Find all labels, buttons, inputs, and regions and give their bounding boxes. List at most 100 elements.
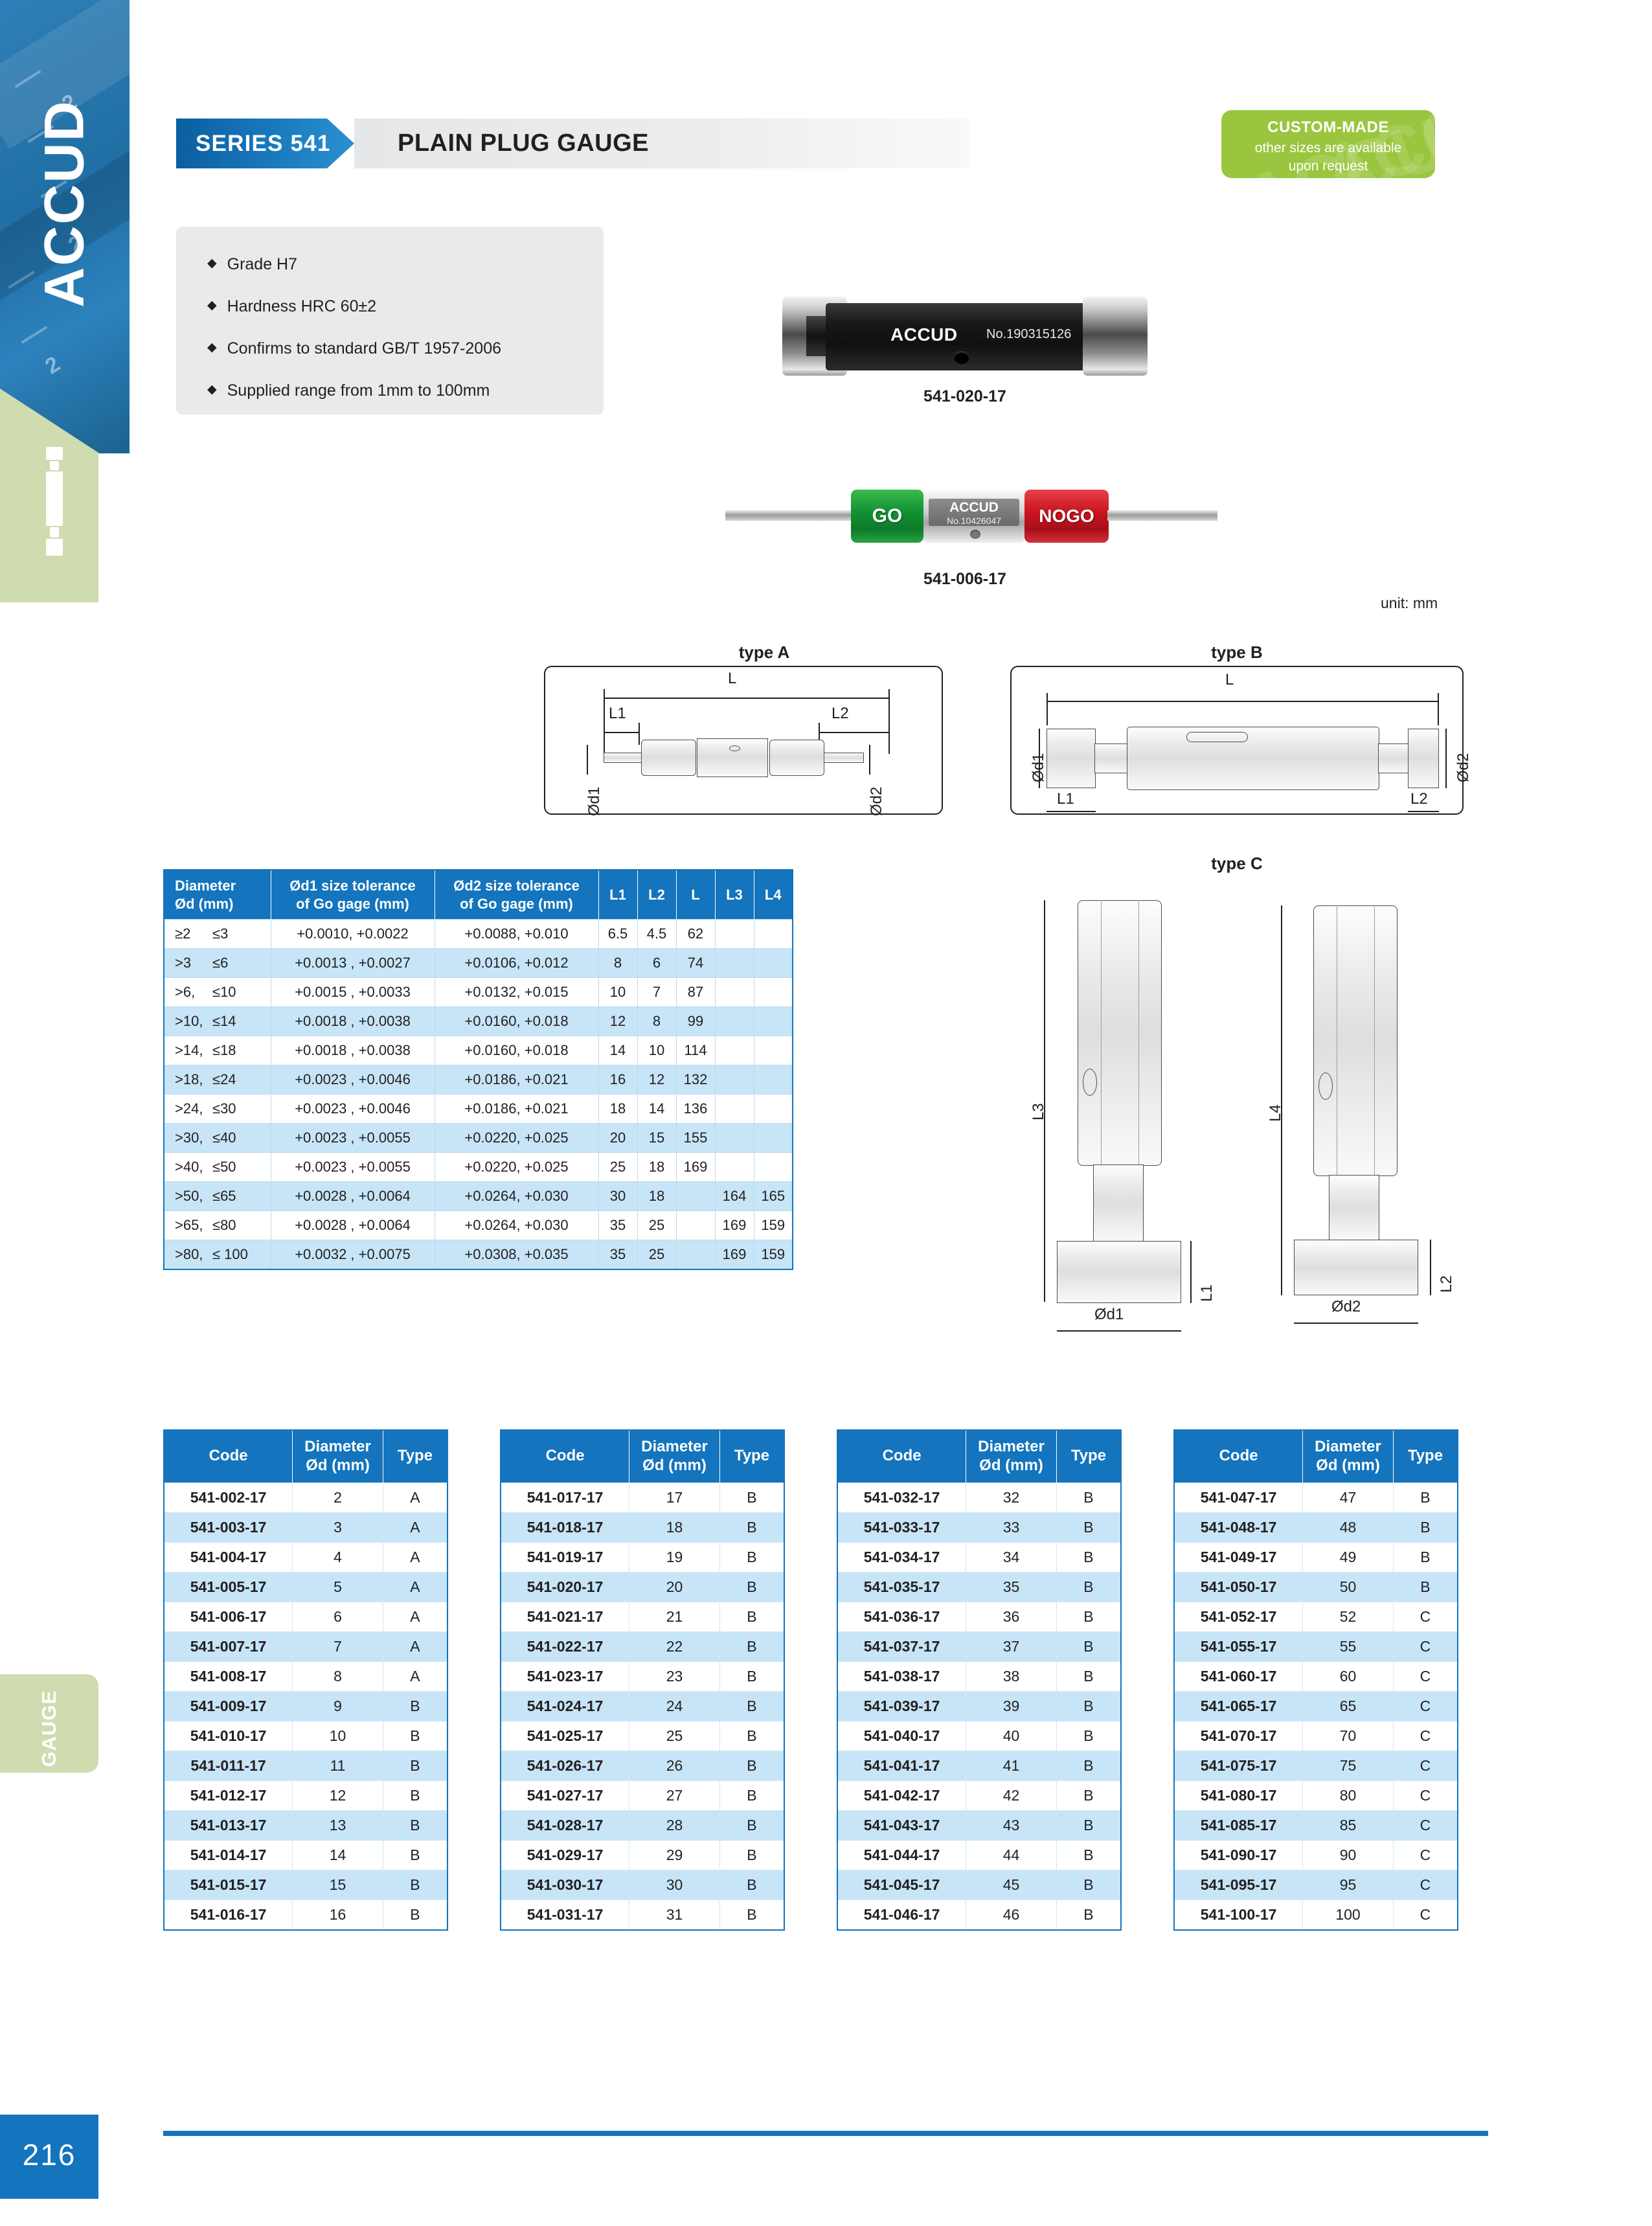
ext-line-L-right [888,689,890,754]
table-row: 541-030-17 30 B [500,1869,785,1900]
table-header-row: Diameter Ød (mm) Ød1 size tolerance of G… [164,870,793,920]
gauge-plate-brand: ACCUD [949,500,999,515]
cell-code: 541-038-17 [837,1661,967,1692]
table-row: >24, ≤30 +0.0023 , +0.0046 +0.0186, +0.021 1… [163,1094,793,1124]
badge-line-2: upon request [1288,158,1368,174]
cell-code: 541-022-17 [500,1631,630,1662]
cell-type: A [382,1601,448,1632]
cell-code: 541-018-17 [500,1512,630,1543]
table-row: 541-021-17 21 B [500,1601,785,1632]
category-tab [0,1674,98,1773]
product-photo-plain-plug-gauge: ACCUD No.190315126 [706,291,1224,382]
cell-L3 [714,977,754,1007]
cell-code: 541-085-17 [1173,1810,1304,1841]
col-header-diameter: Diameter Ød (mm) [629,1430,720,1483]
cell-code: 541-040-17 [837,1720,967,1751]
cell-code: 541-020-17 [500,1571,630,1602]
table-row: >65, ≤80 +0.0028 , +0.0064 +0.0264, +0.030 3… [163,1210,793,1240]
cell-diameter-range: >65, ≤80 [163,1210,271,1240]
feature-text: Supplied range from 1mm to 100mm [227,381,490,400]
cell-code: 541-031-17 [500,1899,630,1931]
cell-code: 541-013-17 [163,1810,293,1841]
cell-diameter: 95 [1302,1869,1394,1900]
cell-type: B [1392,1512,1458,1543]
nogo-end: NOGO [1024,490,1109,543]
cell-L: 99 [675,1006,716,1036]
table-row: 541-014-17 14 B [163,1839,448,1870]
cell-code: 541-075-17 [1173,1750,1304,1781]
dim-label-L1: L1 [609,705,626,722]
cell-type: B [719,1541,785,1573]
cell-type: C [1392,1810,1458,1841]
cell-type: B [1056,1512,1122,1543]
table-row: 541-007-17 7 A [163,1631,448,1662]
cell-diameter: 52 [1302,1601,1394,1632]
cell-diameter: 10 [292,1720,383,1751]
table-row: 541-048-17 48 B [1173,1512,1458,1543]
cell-code: 541-080-17 [1173,1780,1304,1811]
cell-diameter: 23 [629,1661,720,1692]
cell-type: B [719,1690,785,1721]
cell-diameter: 31 [629,1899,720,1931]
cell-d1-tolerance: +0.0023 , +0.0055 [270,1152,435,1182]
cell-diameter-range: >24, ≤30 [163,1094,271,1124]
table-row: 541-011-17 11 B [163,1750,448,1781]
ext-line-L-left [604,689,605,754]
cell-code: 541-019-17 [500,1541,630,1573]
cell-diameter-range: >6, ≤10 [163,977,271,1007]
table-row: 541-070-17 70 C [1173,1720,1458,1751]
cell-L4 [753,1094,793,1124]
badge-line-1: other sizes are available [1254,141,1402,155]
cell-type: C [1392,1899,1458,1931]
code-table: Code Diameter Ød (mm) Type 541-032-17 32 B… [837,1429,1122,1931]
table-row: 541-003-17 3 A [163,1512,448,1543]
cell-d2-tolerance: +0.0264, +0.030 [434,1181,599,1211]
cell-type: C [1392,1690,1458,1721]
cell-d2-tolerance: +0.0186, +0.021 [434,1065,599,1095]
table-row: 541-020-17 20 B [500,1571,785,1602]
dim-label-L4: L4 [1267,1104,1284,1122]
cell-diameter: 37 [966,1631,1057,1662]
cell-L4 [753,1123,793,1153]
diamond-bullet-icon: ◆ [207,341,217,354]
table-row: ≥2 ≤3 +0.0010, +0.0022 +0.0088, +0.010 6.5 4.… [163,919,793,949]
table-row: 541-046-17 46 B [837,1899,1122,1931]
gauge-cap-right [1083,297,1148,376]
cell-type: C [1392,1750,1458,1781]
specification-table: Diameter Ød (mm) Ød1 size tolerance of G… [163,869,793,1270]
table-row: 541-018-17 18 B [500,1512,785,1543]
cell-diameter: 18 [629,1512,720,1543]
table-row: 541-031-17 31 B [500,1899,785,1931]
cell-code: 541-100-17 [1173,1899,1304,1931]
cell-type: B [719,1750,785,1781]
cell-type: B [382,1750,448,1781]
dim-line-L1 [1047,811,1096,812]
cell-diameter-range: >14, ≤18 [163,1036,271,1065]
table-row: 541-100-17 100 C [1173,1899,1458,1931]
cell-type: B [719,1839,785,1870]
shank-right [1329,1175,1379,1241]
cell-type: C [1392,1601,1458,1632]
cell-code: 541-036-17 [837,1601,967,1632]
dim-label-L1: L1 [1198,1284,1216,1302]
cell-d2-tolerance: +0.0160, +0.018 [434,1036,599,1065]
cell-code: 541-095-17 [1173,1869,1304,1900]
product-photo-caption: 541-020-17 [923,387,1006,405]
plug-gauge-icon [45,447,63,556]
pin-right [824,753,864,763]
table-header-row: Code Diameter Ød (mm) Type [837,1430,1121,1483]
cell-diameter: 25 [629,1720,720,1751]
cell-type: B [719,1720,785,1751]
cell-type: B [1056,1899,1122,1931]
cell-type: C [1392,1780,1458,1811]
cell-code: 541-008-17 [163,1661,293,1692]
cell-type: B [1056,1869,1122,1900]
ext-line-L4 [1281,905,1282,1295]
cell-code: 541-002-17 [163,1482,293,1513]
page-number: 216 [22,2138,76,2172]
cell-d1-tolerance: +0.0013 , +0.0027 [270,948,435,978]
cell-diameter-range: ≥2 ≤3 [163,919,271,949]
page-title: PLAIN PLUG GAUGE [398,130,650,157]
table-row: 541-017-17 17 B [500,1482,785,1513]
marking-oval-icon [1083,1069,1097,1096]
